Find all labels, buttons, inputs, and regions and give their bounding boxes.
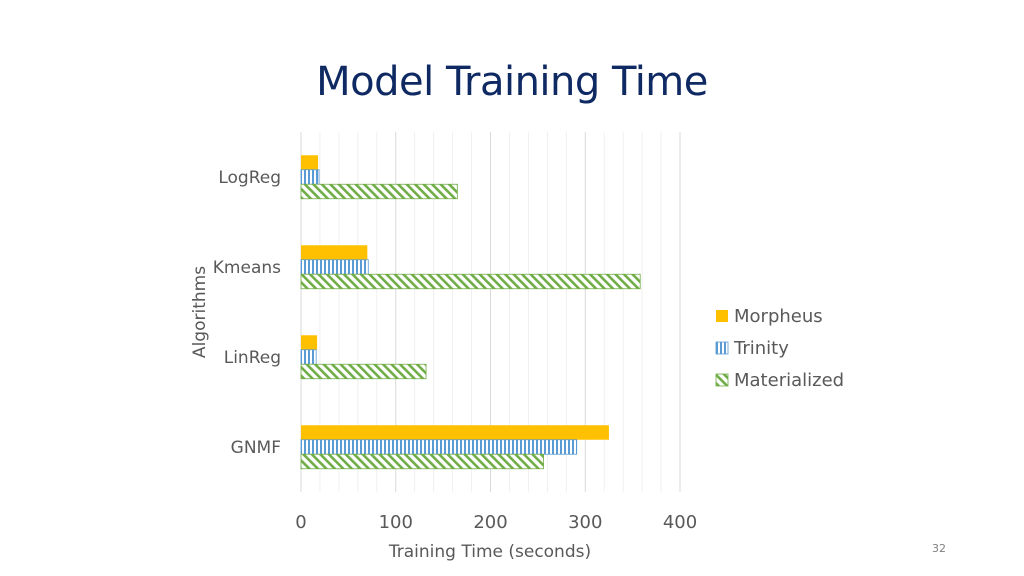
y-axis-title: Algorithms [190,266,210,358]
bar-materialized-logreg [300,183,458,200]
bar-materialized-linreg [300,363,427,380]
legend-label-trinity: Trinity [733,338,789,359]
x-axis-title: Training Time (seconds) [388,542,591,562]
bar-materialized-kmeans [300,273,641,290]
bar-morpheus-gnmf [301,425,609,440]
y-category-label: GNMF [231,438,281,458]
bars [300,155,641,470]
page-number: 32 [932,542,946,555]
x-tick-label: 0 [295,512,306,533]
bar-materialized-gnmf [300,453,544,470]
axis-labels: 0 100 200 300 400 Training Time (seconds) Algo… [190,168,697,562]
slide-title: Model Training Time [316,59,708,105]
x-tick-label: 100 [379,512,413,533]
legend-swatch-morpheus [716,310,728,322]
x-tick-label: 200 [473,512,507,533]
bar-morpheus-logreg [301,155,319,170]
x-tick-label: 400 [663,512,697,533]
legend-label-morpheus: Morpheus [734,306,823,327]
x-tick-label: 300 [568,512,602,533]
legend-label-materialized: Materialized [734,370,844,391]
y-category-label: LinReg [224,348,281,368]
bar-trinity-linreg [300,349,317,365]
bar-morpheus-kmeans [301,245,368,260]
y-category-label: LogReg [218,168,281,188]
bar-trinity-kmeans [300,259,369,275]
bar-trinity-logreg [300,169,320,185]
legend: Morpheus Trinity Materialized [715,306,844,391]
bar-morpheus-linreg [301,335,318,350]
legend-swatch-materialized [715,373,729,387]
y-category-label: Kmeans [213,258,281,278]
legend-swatch-trinity [715,341,729,355]
bar-trinity-gnmf [300,439,578,455]
